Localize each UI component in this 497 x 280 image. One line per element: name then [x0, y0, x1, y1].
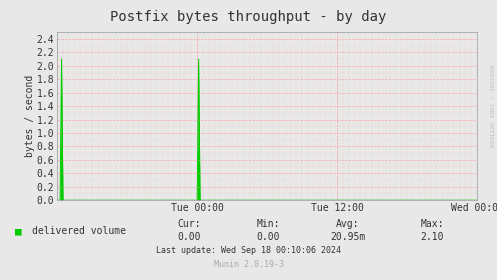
Text: Last update: Wed Sep 18 00:10:06 2024: Last update: Wed Sep 18 00:10:06 2024 [156, 246, 341, 255]
Text: Min:: Min: [256, 219, 280, 229]
Text: 0.00: 0.00 [177, 232, 201, 242]
Text: Cur:: Cur: [177, 219, 201, 229]
Text: Munin 2.0.19-3: Munin 2.0.19-3 [214, 260, 283, 269]
Text: 20.95m: 20.95m [331, 232, 365, 242]
Text: ■: ■ [15, 226, 22, 236]
Text: Avg:: Avg: [336, 219, 360, 229]
Text: 0.00: 0.00 [256, 232, 280, 242]
Text: Postfix bytes throughput - by day: Postfix bytes throughput - by day [110, 10, 387, 24]
Y-axis label: bytes / second: bytes / second [25, 75, 35, 157]
Text: 2.10: 2.10 [420, 232, 444, 242]
Text: RRDTOOL / TOBI OETIKER: RRDTOOL / TOBI OETIKER [489, 65, 494, 148]
Text: Max:: Max: [420, 219, 444, 229]
Text: delivered volume: delivered volume [32, 226, 126, 236]
